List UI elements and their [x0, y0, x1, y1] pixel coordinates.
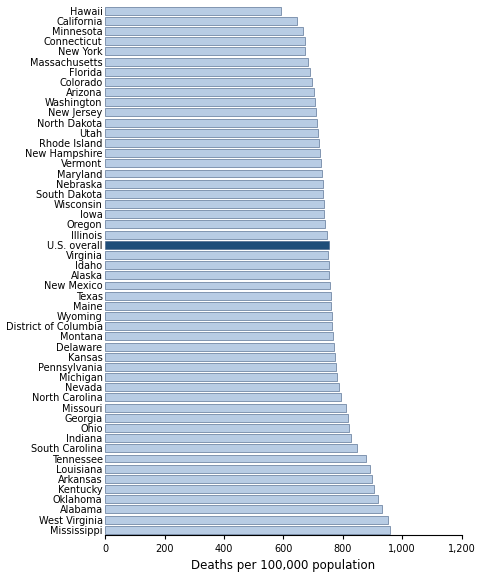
- Bar: [105, 190, 323, 198]
- Bar: [105, 169, 321, 177]
- Bar: [105, 129, 318, 137]
- X-axis label: Deaths per 100,000 population: Deaths per 100,000 population: [191, 560, 375, 572]
- Bar: [105, 363, 336, 371]
- Bar: [105, 47, 305, 55]
- Bar: [105, 403, 346, 412]
- Bar: [105, 394, 340, 401]
- Bar: [105, 160, 320, 167]
- Bar: [105, 383, 338, 391]
- Bar: [105, 27, 303, 35]
- Bar: [105, 526, 389, 533]
- Bar: [105, 261, 328, 269]
- Bar: [105, 210, 324, 218]
- Bar: [105, 434, 350, 442]
- Bar: [105, 322, 332, 330]
- Bar: [105, 109, 315, 116]
- Bar: [105, 139, 318, 147]
- Bar: [105, 424, 348, 432]
- Bar: [105, 281, 329, 290]
- Bar: [105, 78, 312, 86]
- Bar: [105, 302, 331, 310]
- Bar: [105, 241, 329, 249]
- Bar: [105, 465, 370, 473]
- Bar: [105, 200, 323, 208]
- Bar: [105, 343, 333, 350]
- Bar: [105, 98, 314, 106]
- Bar: [105, 149, 319, 157]
- Bar: [105, 485, 373, 493]
- Bar: [105, 37, 304, 45]
- Bar: [105, 312, 331, 320]
- Bar: [105, 58, 307, 65]
- Bar: [105, 180, 322, 188]
- Bar: [105, 118, 316, 127]
- Bar: [105, 68, 310, 76]
- Bar: [105, 88, 313, 96]
- Bar: [105, 251, 327, 259]
- Bar: [105, 292, 330, 299]
- Bar: [105, 444, 356, 453]
- Bar: [105, 495, 377, 503]
- Bar: [105, 220, 324, 228]
- Bar: [105, 414, 348, 422]
- Bar: [105, 271, 329, 279]
- Bar: [105, 516, 387, 524]
- Bar: [105, 17, 296, 25]
- Bar: [105, 454, 365, 462]
- Bar: [105, 373, 337, 381]
- Bar: [105, 353, 334, 361]
- Bar: [105, 7, 280, 14]
- Bar: [105, 332, 333, 340]
- Bar: [105, 475, 371, 483]
- Bar: [105, 231, 327, 239]
- Bar: [105, 505, 382, 513]
